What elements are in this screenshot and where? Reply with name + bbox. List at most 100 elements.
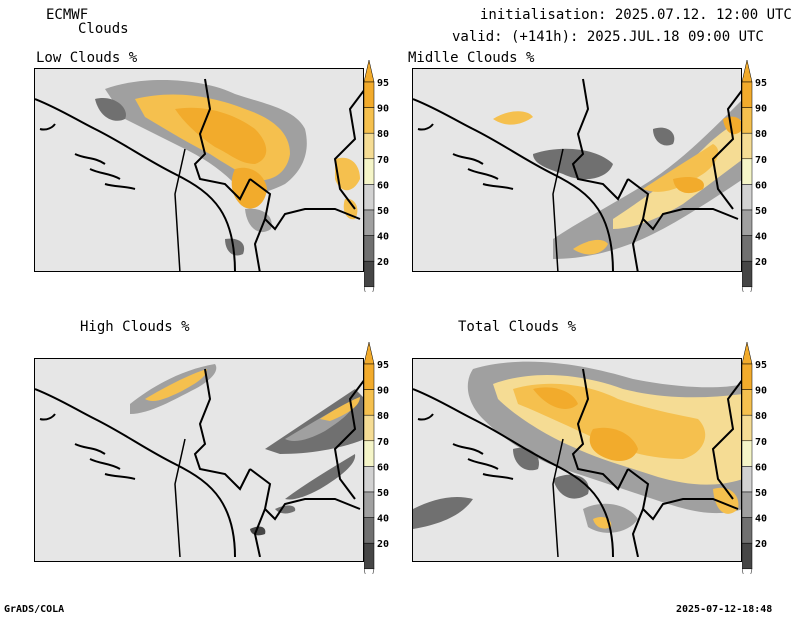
colorbar-segment xyxy=(741,466,753,493)
colorbar-segment xyxy=(741,235,753,262)
footer-software: GrADS/COLA xyxy=(4,604,65,615)
colorbar-level-label: 60 xyxy=(377,180,389,191)
colorbar-level-label: 70 xyxy=(755,155,767,166)
colorbar-level-label: 80 xyxy=(377,129,389,140)
colorbar-level-label: 60 xyxy=(755,180,767,191)
colorbar-segment xyxy=(363,235,375,262)
colorbar-level-label: 50 xyxy=(755,488,767,499)
colorbar-level-label: 80 xyxy=(755,411,767,422)
colorbar-level-label: 80 xyxy=(755,129,767,140)
colorbar-level-label: 60 xyxy=(377,462,389,473)
colorbar-svg: 95 90 80 70 60 50 40 20 xyxy=(363,59,389,309)
colorbar-level-label: 20 xyxy=(377,257,389,268)
colorbar-svg: 95 90 80 70 60 50 40 20 xyxy=(363,341,389,591)
colorbar-segment xyxy=(741,517,753,544)
colorbar-svg: 95 90 80 70 60 50 40 20 xyxy=(741,59,767,309)
borders-middle xyxy=(413,78,741,271)
panel-title-total: Total Clouds % xyxy=(458,319,577,335)
colorbar-segment xyxy=(363,363,375,390)
colorbar-level-label: 40 xyxy=(755,232,767,243)
colorbar-segment xyxy=(741,81,753,108)
colorbar-segment xyxy=(741,491,753,518)
colorbar-segment xyxy=(363,440,375,467)
colorbar-level-label: 90 xyxy=(755,104,767,115)
colorbar-segment xyxy=(363,209,375,236)
colorbar-segment xyxy=(363,107,375,134)
map-middle xyxy=(413,78,741,271)
colorbar-segment xyxy=(363,414,375,442)
colorbar-level-label: 50 xyxy=(377,206,389,217)
colorbar-level-label: 90 xyxy=(377,386,389,397)
colorbar-segment xyxy=(741,158,753,185)
colorbar-segment xyxy=(363,158,375,185)
colorbar-level-label: 20 xyxy=(755,257,767,268)
colorbar-bottom-arrow xyxy=(741,568,753,591)
borders-total xyxy=(413,368,741,557)
colorbar-segment xyxy=(363,491,375,518)
colorbar-top-arrow xyxy=(363,341,375,365)
panel-title-middle: Midlle Clouds % xyxy=(408,50,535,66)
colorbar-level-label: 20 xyxy=(755,539,767,550)
colorbar-level-label: 95 xyxy=(755,78,767,89)
colorbar-segment xyxy=(741,440,753,467)
colorbar-level-label: 90 xyxy=(377,104,389,115)
colorbar-segment xyxy=(363,542,375,570)
colorbar-level-label: 20 xyxy=(377,539,389,550)
colorbar-level-label: 95 xyxy=(755,360,767,371)
cloud-fill-total xyxy=(413,361,741,533)
colorbar-segment xyxy=(741,184,753,211)
colorbar-level-label: 90 xyxy=(755,386,767,397)
colorbar-top-arrow xyxy=(741,341,753,365)
colorbar-level-label: 40 xyxy=(755,514,767,525)
parameter-name: Clouds xyxy=(78,21,129,37)
colorbar-level-label: 70 xyxy=(755,437,767,448)
colorbar-level-label: 40 xyxy=(377,514,389,525)
colorbar-low: 95 90 80 70 60 50 40 20 xyxy=(363,59,404,309)
map-high xyxy=(35,364,363,557)
map-low xyxy=(35,78,363,271)
colorbar-total: 95 90 80 70 60 50 40 20 xyxy=(741,341,782,591)
colorbar-bottom-arrow xyxy=(363,568,375,591)
colorbar-segment xyxy=(363,184,375,211)
panel-title-low: Low Clouds % xyxy=(36,50,138,66)
map-panel-low xyxy=(34,68,364,272)
colorbar-level-label: 95 xyxy=(377,78,389,89)
colorbar-segment xyxy=(363,260,375,288)
model-name: ECMWF xyxy=(46,7,89,23)
colorbar-level-label: 80 xyxy=(377,411,389,422)
colorbar-bottom-arrow xyxy=(741,286,753,309)
colorbar-level-label: 60 xyxy=(755,462,767,473)
colorbar-high: 95 90 80 70 60 50 40 20 xyxy=(363,341,404,591)
colorbar-level-label: 50 xyxy=(755,206,767,217)
footer-timestamp: 2025-07-12-18:48 xyxy=(676,604,773,615)
valid-time: valid: (+141h): 2025.JUL.18 09:00 UTC xyxy=(452,29,764,45)
colorbar-segment xyxy=(741,414,753,442)
colorbar-segment xyxy=(363,81,375,108)
colorbar-level-label: 40 xyxy=(377,232,389,243)
map-panel-high xyxy=(34,358,364,562)
colorbar-segment xyxy=(741,132,753,160)
colorbar-top-arrow xyxy=(741,59,753,83)
borders-low xyxy=(35,78,363,271)
colorbar-segment xyxy=(741,209,753,236)
colorbar-level-label: 70 xyxy=(377,437,389,448)
colorbar-segment xyxy=(741,542,753,570)
colorbar-level-label: 50 xyxy=(377,488,389,499)
colorbar-level-label: 70 xyxy=(377,155,389,166)
colorbar-level-label: 95 xyxy=(377,360,389,371)
colorbar-segment xyxy=(741,389,753,416)
colorbar-segment xyxy=(741,260,753,288)
colorbar-segment xyxy=(741,363,753,390)
borders-high xyxy=(35,368,363,557)
map-panel-middle xyxy=(412,68,742,272)
cloud-fill-low xyxy=(95,79,360,256)
initialisation-time: initialisation: 2025.07.12. 12:00 UTC xyxy=(480,7,792,23)
colorbar-svg: 95 90 80 70 60 50 40 20 xyxy=(741,341,767,591)
colorbar-segment xyxy=(363,389,375,416)
cloud-fill-middle xyxy=(493,100,741,259)
map-total xyxy=(413,361,741,557)
colorbar-middle: 95 90 80 70 60 50 40 20 xyxy=(741,59,782,309)
colorbar-segment xyxy=(741,107,753,134)
colorbar-segment xyxy=(363,466,375,493)
colorbar-segment xyxy=(363,517,375,544)
